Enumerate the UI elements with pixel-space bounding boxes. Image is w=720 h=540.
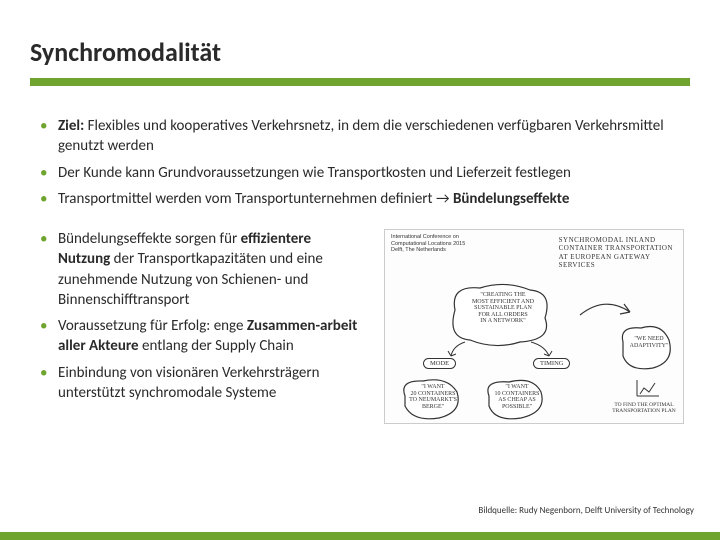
right-lower-text: TO FIND THE OPTIMAL TRANSPORTATION PLAN <box>605 402 683 414</box>
chart-icon <box>635 378 661 400</box>
bubble-line: BERGE" <box>407 404 459 411</box>
headline-line: SYNCHROMODAL INLAND <box>559 236 673 244</box>
bullet-item: Transportmittel werden vom Transportunte… <box>36 189 684 209</box>
arrow-glyph: → <box>436 190 450 208</box>
image-source: Bildquelle: Rudy Negenborn, Delft Univer… <box>478 505 694 516</box>
bullet-item: Ziel: Flexibles und kooperatives Verkehr… <box>36 116 684 157</box>
bubble-line: "WE NEED <box>625 336 673 343</box>
center-bubble-text: "CREATING THE MOST EFFICIENT AND SUSTAIN… <box>463 292 543 325</box>
arrow-right <box>527 340 557 362</box>
bubble-line: "CREATING THE <box>463 292 543 299</box>
bullet-run: Bündelungseffekte sorgen für <box>58 230 241 248</box>
bubble-line: FOR ALL ORDERS <box>463 312 543 319</box>
bullet-item: Einbindung von visionären Verkehrsträger… <box>36 363 366 404</box>
bubble-line: SUSTAINABLE PLAN <box>463 305 543 312</box>
right-bubble-text: "WE NEED ADAPTIVITY" <box>625 336 673 349</box>
lower-row: Bündelungseffekte sorgen für effizienter… <box>36 229 684 424</box>
lower-left-column: Bündelungseffekte sorgen für effizienter… <box>36 229 366 424</box>
content-area: Ziel: Flexibles und kooperatives Verkehr… <box>0 96 720 424</box>
headline-line: SERVICES <box>559 261 673 269</box>
bottom-accent-bar <box>0 532 720 540</box>
bullet-prefix: Ziel: <box>58 117 84 135</box>
bullet-text: Flexibles und kooperatives Verkehrsnetz,… <box>58 117 664 155</box>
bullet-bold: Bündelungseffekte <box>453 190 569 208</box>
illus-headline: SYNCHROMODAL INLAND CONTAINER TRANSPORTA… <box>559 236 673 270</box>
bullet-item: Bündelungseffekte sorgen für effizienter… <box>36 229 366 310</box>
left-lower-bubble-text: "I WANT 20 CONTAINERS TO NEUMARKT'S BERG… <box>407 384 459 410</box>
bullet-list-top: Ziel: Flexibles und kooperatives Verkehr… <box>36 116 684 209</box>
headline-line: AT EUROPEAN GATEWAY <box>559 253 673 261</box>
bullet-item: Voraussetzung für Erfolg: enge Zusammen-… <box>36 316 366 357</box>
slide-title: Synchromodalität <box>30 36 690 68</box>
bubble-line: AS CHEAP AS <box>491 397 543 404</box>
bubble-line: 10 CONTAINERS <box>491 391 543 398</box>
bullet-text: Der Kunde kann Grundvoraussetzungen wie … <box>58 164 571 182</box>
bubble-line: ADAPTIVITY" <box>625 343 673 350</box>
bubble-line: IN A NETWORK" <box>463 318 543 325</box>
illus-caption: International Conference on Computationa… <box>391 234 465 254</box>
caption-line: International Conference on <box>391 234 465 241</box>
caption-line: Computational Locations 2015 <box>391 241 465 248</box>
bullet-list-bottom: Bündelungseffekte sorgen für effizienter… <box>36 229 366 403</box>
bullet-item: Der Kunde kann Grundvoraussetzungen wie … <box>36 163 684 183</box>
headline-line: CONTAINER TRANSPORTATION <box>559 244 673 252</box>
bubble-line: POSSIBLE" <box>491 404 543 411</box>
caption-line: Delft, The Netherlands <box>391 247 465 254</box>
illustration: International Conference on Computationa… <box>384 229 684 424</box>
bubble-line: TO NEUMARKT'S <box>407 397 459 404</box>
bullet-run: entlang der Supply Chain <box>139 337 294 355</box>
mid-lower-bubble-text: "I WANT 10 CONTAINERS AS CHEAP AS POSSIB… <box>491 384 543 410</box>
bubble-line: 20 CONTAINERS <box>407 391 459 398</box>
bubble-line: TRANSPORTATION PLAN <box>605 408 683 414</box>
bullet-run: Voraussetzung für Erfolg: enge <box>58 317 247 335</box>
bubble-line: MOST EFFICIENT AND <box>463 299 543 306</box>
bullet-run: Einbindung von visionären Verkehrsträger… <box>58 364 319 402</box>
lower-right-column: International Conference on Computationa… <box>384 229 684 424</box>
accent-bar <box>30 78 690 86</box>
bubble-line: "I WANT <box>491 384 543 391</box>
bullet-text: Transportmittel werden vom Transportunte… <box>58 190 436 208</box>
slide: Synchromodalität Ziel: Flexibles und koo… <box>0 0 720 540</box>
arrow-left <box>447 340 477 362</box>
title-area: Synchromodalität <box>0 0 720 96</box>
bubble-line: "I WANT <box>407 384 459 391</box>
